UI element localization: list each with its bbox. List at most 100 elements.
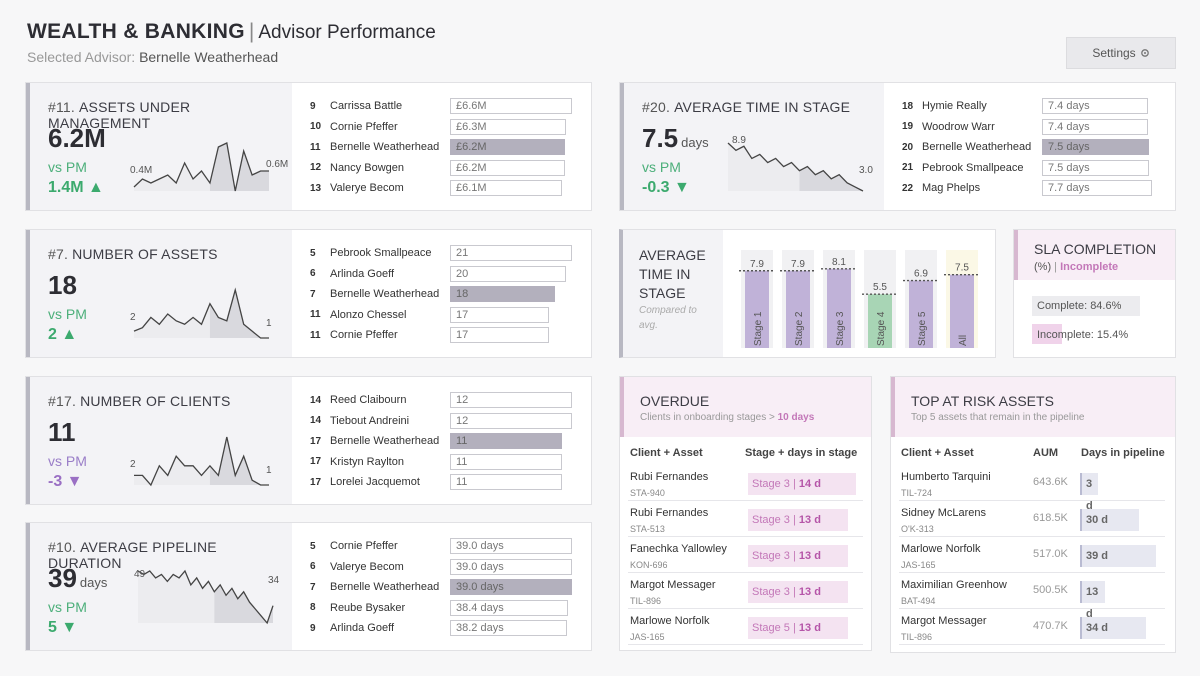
advisor-name: Cornie Pfeffer (330, 120, 398, 133)
stage-category-label: All (958, 335, 969, 346)
ranking-row[interactable]: 13 Valerye Becom £6.1M (310, 179, 562, 197)
kpi-value-number: 39 (48, 563, 77, 593)
at-risk-row[interactable]: Marlowe Norfolk JAS-165 517.0K 39 d (899, 537, 1165, 573)
kpi-summary: #20. AVERAGE TIME IN STAGE 7.5 days vs PM -0.… (620, 83, 884, 210)
ranking-row[interactable]: 7 Bernelle Weatherhead 18 (310, 285, 555, 303)
ranking-value-bar: 21 (450, 245, 572, 261)
stage-bar[interactable] (745, 270, 769, 348)
selected-label: Selected Advisor: (27, 49, 136, 65)
advisor-name: Nancy Bowgen (330, 161, 404, 174)
kpi-rank: #20. (642, 99, 671, 115)
asset-code: JAS-165 (901, 560, 936, 570)
ranking-number: 18 (902, 100, 914, 112)
ranking-row[interactable]: 21 Pebrook Smallpeace 7.5 days (902, 159, 1149, 177)
ranking-row[interactable]: 18 Hymie Really 7.4 days (902, 97, 1148, 115)
ranking-row[interactable]: 6 Arlinda Goeff 20 (310, 265, 566, 283)
sparkline-area-prev (728, 143, 800, 191)
ranking-value-bar: 7.5 days (1042, 139, 1149, 155)
days-label: 13 d (798, 622, 821, 634)
sla-card: SLA COMPLETION (%) | Incomplete Complete… (1013, 229, 1176, 358)
ranking-row[interactable]: 8 Reube Bysaker 38.4 days (310, 599, 568, 617)
ranking-row[interactable]: 6 Valerye Becom 39.0 days (310, 558, 572, 576)
overdue-row[interactable]: Rubi Fernandes STA-940 Stage 3 | 14 d (628, 465, 863, 501)
ranking-number: 22 (902, 182, 914, 194)
ranking-row[interactable]: 11 Cornie Pfeffer 17 (310, 326, 549, 344)
advisor-name: Pebrook Smallpeace (922, 161, 1024, 174)
ranking-row[interactable]: 12 Nancy Bowgen £6.2M (310, 159, 565, 177)
ranking-row[interactable]: 22 Mag Phelps 7.7 days (902, 179, 1152, 197)
ranking-number: 17 (310, 456, 322, 467)
ranking-row[interactable]: 20 Bernelle Weatherhead 7.5 days (902, 138, 1149, 156)
kpi-vs-label: vs PM (48, 599, 87, 615)
sparkline-line (134, 436, 269, 487)
sparkline-area-current (799, 166, 863, 191)
ranking-row[interactable]: 11 Bernelle Weatherhead £6.2M (310, 138, 565, 156)
ranking-value-bar: 7.4 days (1042, 118, 1148, 135)
ranking-row[interactable]: 7 Bernelle Weatherhead 39.0 days (310, 578, 572, 596)
ranking-row[interactable]: 10 Cornie Pfeffer £6.3M (310, 118, 566, 136)
kpi-value-number: 11 (48, 417, 76, 447)
gear-icon (1140, 49, 1149, 57)
advisor-name: Reed Claibourn (330, 394, 407, 406)
advisor-name: Arlinda Goeff (330, 267, 395, 280)
stage-bar[interactable] (868, 294, 892, 348)
ranking-row[interactable]: 19 Woodrow Warr 7.4 days (902, 118, 1148, 136)
sparkline-area-current (209, 437, 269, 485)
kpi-delta: 5 ▼ (48, 619, 78, 636)
kpi-rank: #7. (48, 246, 69, 262)
ranking-row[interactable]: 11 Alonzo Chessel 17 (310, 306, 549, 324)
ranking-row[interactable]: 9 Arlinda Goeff 38.2 days (310, 619, 567, 637)
ranking-number: 17 (310, 476, 322, 488)
days-label: 13 d (798, 586, 821, 598)
advisor-name: Cornie Pfeffer (330, 329, 398, 341)
overdue-subtitle-bold: 10 days (777, 412, 815, 423)
ranking-row[interactable]: 9 Carrissa Battle £6.6M (310, 97, 572, 115)
kpi-value: 11 (48, 417, 76, 448)
overdue-subtitle: Clients in onboarding stages > 10 days (640, 412, 814, 423)
aum-value: 500.5K (1033, 584, 1068, 596)
ranking-row[interactable]: 17 Kristyn Raylton 11 (310, 453, 562, 471)
ranking-number: 8 (310, 602, 316, 613)
stage-bar[interactable] (950, 274, 974, 348)
advisor-name: Hymie Really (922, 100, 987, 112)
at-risk-row[interactable]: Margot Messager TIL-896 470.7K 34 d (899, 609, 1165, 645)
kpi-value: 18 (48, 270, 77, 301)
stage-bar[interactable] (827, 268, 851, 348)
settings-button[interactable]: Settings (1066, 37, 1176, 69)
overdue-row[interactable]: Rubi Fernandes STA-513 Stage 3 | 13 d (628, 501, 863, 537)
sla-complete-label: Complete: 84.6% (1037, 300, 1122, 312)
days-in-pipeline-bar: 3 d (1080, 473, 1098, 512)
overdue-row[interactable]: Marlowe Norfolk JAS-165 Stage 5 | 13 d (628, 609, 863, 645)
ranking-row[interactable]: 17 Lorelei Jacquemot 11 (310, 473, 562, 491)
ranking-number: 11 (310, 141, 321, 153)
stage-bar[interactable] (786, 270, 810, 348)
sparkline-start-label: 8.9 (732, 135, 746, 146)
ranking-row[interactable]: 17 Bernelle Weatherhead 11 (310, 432, 562, 450)
sparkline-start-label: 2 (130, 459, 136, 470)
ranking-value-bar: 39.0 days (450, 538, 572, 554)
title-bold: WEALTH & BANKING (27, 20, 245, 43)
aum-value: 643.6K (1033, 476, 1068, 488)
ranking-number: 5 (310, 540, 316, 552)
overdue-row[interactable]: Fanechka Yallowley KON-696 Stage 3 | 13 d (628, 537, 863, 573)
at-risk-subtitle: Top 5 assets that remain in the pipeline (911, 412, 1085, 423)
stage-value-label: 7.5 (955, 263, 969, 274)
asset-code: O'K-313 (901, 524, 934, 534)
stage-bar[interactable] (909, 280, 933, 348)
days-in-pipeline-bar: 39 d (1080, 545, 1156, 567)
kpi-card-aum: #11. ASSETS UNDER MANAGEMENT 6.2M vs PM 1.4M… (25, 82, 592, 211)
ranking-row[interactable]: 5 Cornie Pfeffer 39.0 days (310, 537, 572, 555)
ranking-row[interactable]: 14 Reed Claibourn 12 (310, 391, 572, 409)
at-risk-row[interactable]: Humberto Tarquini TIL-724 643.6K 3 d (899, 465, 1165, 512)
ranking-row[interactable]: 5 Pebrook Smallpeace 21 (310, 244, 572, 262)
at-risk-row[interactable]: Sidney McLarens O'K-313 618.5K 30 d (899, 501, 1165, 537)
aum-value: 618.5K (1033, 512, 1068, 524)
kpi-sparkline (133, 287, 269, 339)
at-risk-row[interactable]: Maximilian Greenhow BAT-494 500.5K 13 d (899, 573, 1165, 620)
ranking-row[interactable]: 14 Tiebout Andreini 12 (310, 412, 572, 430)
overdue-row[interactable]: Margot Messager TIL-896 Stage 3 | 13 d (628, 573, 863, 609)
kpi-rank: #10. (48, 539, 77, 555)
sparkline-end-label: 34 (268, 575, 280, 586)
sparkline-area-prev (134, 303, 210, 338)
stage-category-label: Stage 5 (917, 311, 928, 346)
